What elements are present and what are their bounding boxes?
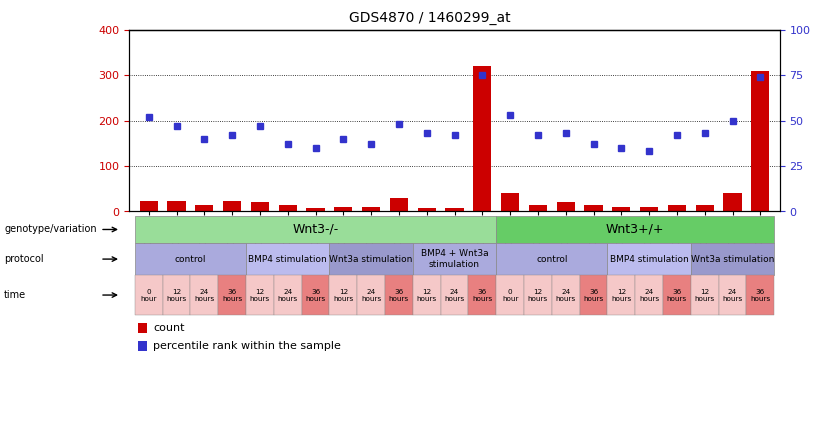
Text: 24
hours: 24 hours	[555, 288, 575, 302]
Bar	[641, 207, 658, 212]
Bar	[418, 208, 436, 212]
Bar	[224, 201, 241, 212]
Bar	[362, 207, 380, 212]
Bar	[724, 193, 741, 212]
Bar	[279, 205, 297, 212]
Text: GDS4870 / 1460299_at: GDS4870 / 1460299_at	[349, 11, 510, 25]
Text: 36
hours: 36 hours	[584, 288, 604, 302]
Bar	[445, 208, 464, 212]
Text: 12
hours: 12 hours	[611, 288, 631, 302]
Text: percentile rank within the sample: percentile rank within the sample	[153, 341, 341, 351]
Bar	[585, 205, 602, 212]
Text: protocol: protocol	[4, 254, 44, 264]
Bar	[251, 203, 269, 212]
Text: 12
hours: 12 hours	[695, 288, 715, 302]
Bar	[529, 205, 547, 212]
Text: 12
hours: 12 hours	[417, 288, 437, 302]
Text: control: control	[174, 255, 206, 264]
Text: count: count	[153, 323, 185, 333]
Bar	[390, 198, 408, 212]
Text: 24
hours: 24 hours	[278, 288, 298, 302]
Bar	[557, 203, 575, 212]
Text: 12
hours: 12 hours	[528, 288, 548, 302]
Text: 36
hours: 36 hours	[305, 288, 325, 302]
Text: 12
hours: 12 hours	[334, 288, 354, 302]
Bar	[696, 205, 714, 212]
Text: Wnt3a stimulation: Wnt3a stimulation	[691, 255, 774, 264]
Text: 24
hours: 24 hours	[361, 288, 381, 302]
Text: time: time	[4, 290, 27, 300]
Bar	[334, 207, 353, 212]
Bar	[140, 201, 158, 212]
Bar	[474, 66, 491, 212]
Text: 0
hour: 0 hour	[140, 288, 157, 302]
Bar	[501, 193, 519, 212]
Text: genotype/variation: genotype/variation	[4, 225, 97, 234]
Bar	[612, 207, 631, 212]
Text: Wnt3+/+: Wnt3+/+	[606, 223, 665, 236]
Text: BMP4 + Wnt3a
stimulation: BMP4 + Wnt3a stimulation	[420, 250, 489, 269]
Text: Wnt3a stimulation: Wnt3a stimulation	[329, 255, 413, 264]
Text: 12
hours: 12 hours	[167, 288, 187, 302]
Text: BMP4 stimulation: BMP4 stimulation	[249, 255, 327, 264]
Text: 36
hours: 36 hours	[751, 288, 771, 302]
Bar	[195, 205, 214, 212]
Text: 24
hours: 24 hours	[194, 288, 214, 302]
Text: 12
hours: 12 hours	[250, 288, 270, 302]
Text: 36
hours: 36 hours	[472, 288, 492, 302]
Text: 0
hour: 0 hour	[502, 288, 519, 302]
Text: Wnt3-/-: Wnt3-/-	[293, 223, 339, 236]
Text: 24
hours: 24 hours	[445, 288, 465, 302]
Text: control: control	[536, 255, 568, 264]
Text: 24
hours: 24 hours	[639, 288, 659, 302]
Text: 24
hours: 24 hours	[722, 288, 742, 302]
Text: 36
hours: 36 hours	[667, 288, 687, 302]
Bar	[668, 205, 686, 212]
Bar	[307, 208, 324, 212]
Bar	[168, 201, 185, 212]
Bar	[751, 71, 770, 212]
Text: 36
hours: 36 hours	[222, 288, 242, 302]
Text: BMP4 stimulation: BMP4 stimulation	[610, 255, 689, 264]
Text: 36
hours: 36 hours	[389, 288, 409, 302]
